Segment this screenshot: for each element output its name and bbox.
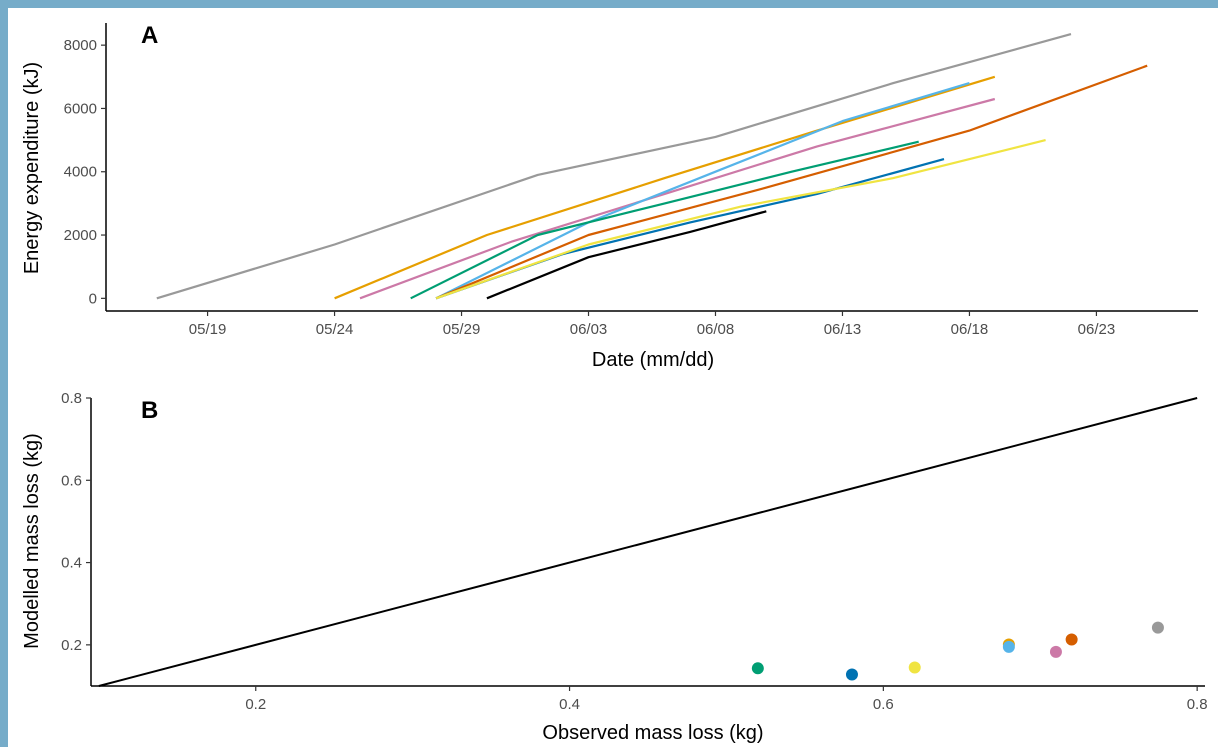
a-x-tick-label-5: 06/13 — [824, 321, 862, 338]
b-point-6 — [1065, 633, 1078, 646]
panel-a: A 0 2000 4000 6000 8000 05/19 05/24 05/29 06/03… — [21, 22, 1198, 371]
a-x-tick-label-7: 06/23 — [1078, 321, 1116, 338]
panel-b-points — [751, 621, 1164, 681]
a-x-tick-label-0: 05/19 — [189, 321, 227, 338]
panel-a-y-ticks: 0 2000 4000 6000 8000 — [64, 37, 106, 307]
b-y-tick-label-3: 0.8 — [61, 390, 82, 407]
panel-b-y-ticks: 0.2 0.4 0.6 0.8 — [61, 390, 91, 654]
a-series-line-3 — [435, 82, 970, 300]
panel-a-x-ticks: 05/19 05/24 05/29 06/03 06/08 06/13 06/18 06/23 — [189, 311, 1115, 338]
a-x-tick-label-2: 05/29 — [443, 321, 481, 338]
panel-b: B 0.2 0.4 0.6 0.8 0.2 0.4 0.6 0.8 Observed mas… — [21, 390, 1208, 744]
b-y-tick-label-2: 0.6 — [61, 472, 82, 489]
a-y-tick-label-3: 6000 — [64, 100, 97, 117]
a-y-tick-label-1: 2000 — [64, 227, 97, 244]
a-series-line-0 — [156, 33, 1072, 300]
a-series-line-8 — [486, 210, 767, 300]
a-series-line-1 — [334, 75, 996, 300]
a-x-tick-label-1: 05/24 — [316, 321, 354, 338]
a-y-tick-label-2: 4000 — [64, 164, 97, 181]
a-series-line-4 — [410, 140, 919, 300]
chart-svg: A 0 2000 4000 6000 8000 05/19 05/24 05/29 06/03… — [21, 22, 1208, 744]
panel-b-x-ticks: 0.2 0.4 0.6 0.8 — [245, 686, 1208, 713]
panel-b-label: B — [141, 397, 158, 424]
panel-a-y-title: Energy expenditure (kJ) — [21, 62, 43, 274]
a-series-line-2 — [359, 97, 996, 300]
b-x-tick-label-0: 0.2 — [245, 696, 266, 713]
b-identity-line — [98, 397, 1198, 687]
b-point-7 — [1151, 621, 1164, 634]
a-series-line-7 — [435, 139, 1046, 300]
b-point-1 — [845, 668, 858, 681]
panel-a-label: A — [141, 22, 158, 49]
b-point-2 — [908, 661, 921, 674]
a-y-tick-label-0: 0 — [89, 290, 97, 307]
b-x-tick-label-2: 0.6 — [873, 696, 894, 713]
a-x-tick-label-6: 06/18 — [951, 321, 989, 338]
a-x-tick-label-4: 06/08 — [697, 321, 735, 338]
panel-b-x-title: Observed mass loss (kg) — [542, 722, 763, 744]
figure: A 0 2000 4000 6000 8000 05/19 05/24 05/29 06/03… — [8, 8, 1218, 747]
b-x-tick-label-1: 0.4 — [559, 696, 580, 713]
a-x-tick-label-3: 06/03 — [570, 321, 608, 338]
b-point-5 — [1049, 645, 1062, 658]
panel-a-x-title: Date (mm/dd) — [592, 349, 714, 371]
b-point-0 — [751, 662, 764, 675]
b-point-4 — [1002, 640, 1015, 653]
a-series-line-5 — [435, 64, 1148, 300]
panel-b-y-title: Modelled mass loss (kg) — [21, 433, 43, 649]
b-x-tick-label-3: 0.8 — [1187, 696, 1208, 713]
b-y-tick-label-1: 0.4 — [61, 555, 82, 572]
b-y-tick-label-0: 0.2 — [61, 637, 82, 654]
a-series-line-6 — [435, 158, 945, 300]
panel-b-reference-line — [98, 397, 1198, 687]
panel-a-series — [156, 33, 1148, 300]
a-y-tick-label-4: 8000 — [64, 37, 97, 54]
